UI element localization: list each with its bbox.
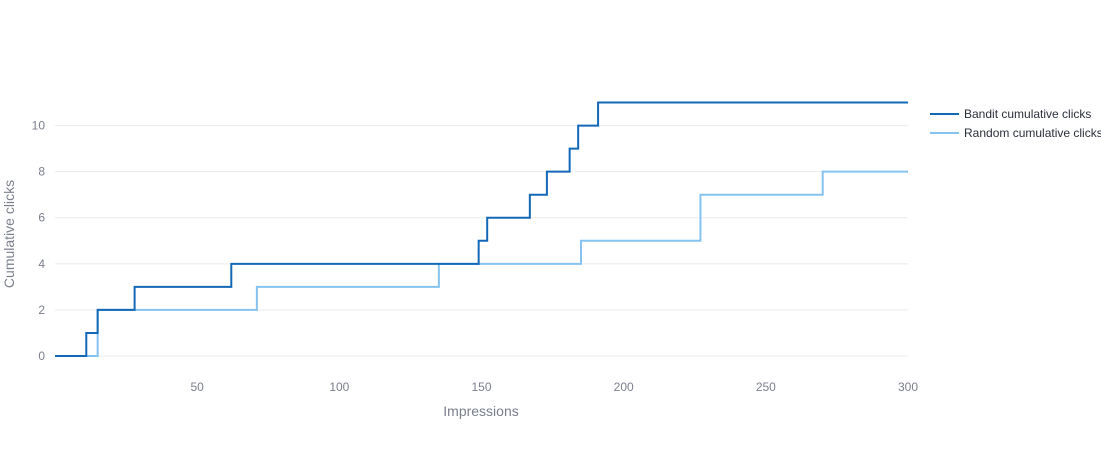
x-axis-ticks: 50 100 150 200 250 300: [190, 380, 918, 394]
x-tick-label: 200: [614, 380, 634, 394]
legend-label: Bandit cumulative clicks: [964, 107, 1091, 121]
y-axis-title: Cumulative clicks: [1, 180, 17, 288]
x-tick-label: 250: [756, 380, 776, 394]
legend-item[interactable]: Random cumulative clicks: [930, 126, 1101, 140]
x-tick-label: 300: [898, 380, 918, 394]
y-tick-label: 0: [38, 349, 45, 363]
legend-item[interactable]: Bandit cumulative clicks: [930, 107, 1091, 121]
plot-area: [55, 101, 908, 357]
x-tick-label: 150: [471, 380, 491, 394]
y-tick-label: 2: [38, 303, 45, 317]
x-tick-label: 100: [329, 380, 349, 394]
y-tick-label: 6: [38, 211, 45, 225]
legend: Bandit cumulative clicks Random cumulativ…: [930, 107, 1101, 140]
y-axis-ticks: 0 2 4 6 8 10: [32, 119, 46, 363]
legend-label: Random cumulative clicks: [964, 126, 1101, 140]
x-tick-label: 50: [190, 380, 204, 394]
series-line-bandit: [55, 101, 908, 357]
y-tick-label: 10: [32, 119, 46, 133]
y-tick-label: 4: [38, 257, 45, 271]
x-axis-title: Impressions: [443, 403, 518, 419]
y-tick-label: 8: [38, 165, 45, 179]
